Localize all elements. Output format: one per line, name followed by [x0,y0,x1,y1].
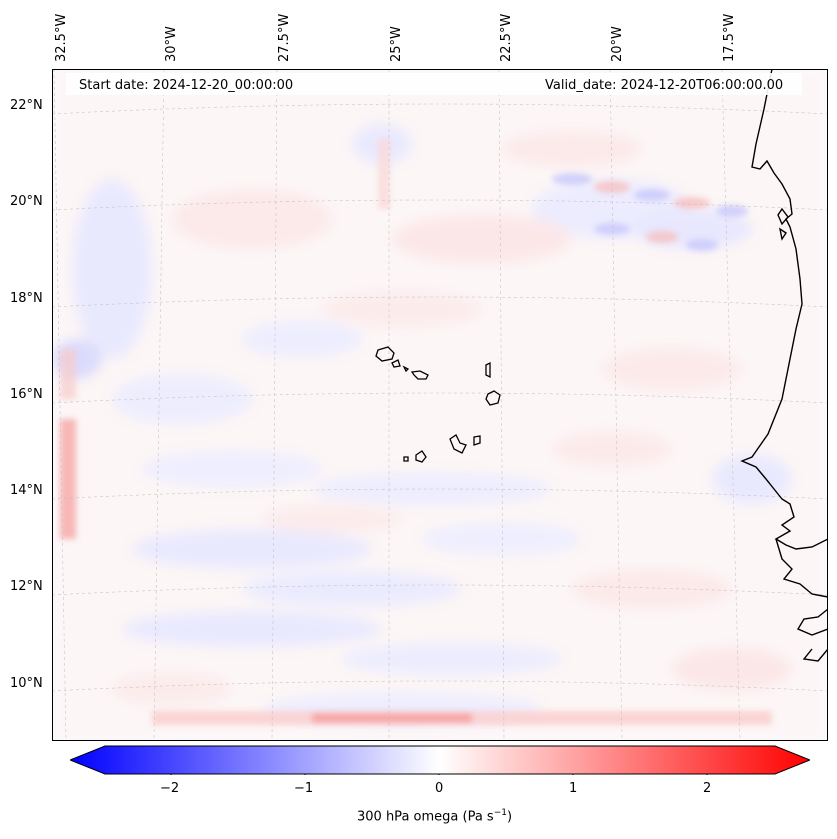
coastline [740,69,828,662]
lat-label: 14°N [10,483,43,498]
date-label-strip [66,73,802,95]
lat-label: 12°N [10,579,43,594]
lat-label: 16°N [10,387,43,402]
colorbar-bar [70,745,810,775]
cape-verde-islands [375,346,501,463]
colorbar-tick-label: 0 [435,781,444,796]
lon-label: 22.5°W [499,13,514,62]
colorbar-label-main: 300 hPa omega (Pa s [357,809,494,825]
edge-stripes [60,139,772,725]
wave-band [552,173,748,251]
lat-label: 18°N [10,291,43,306]
lon-label: 27.5°W [277,13,292,62]
colorbar-tick-label: 2 [703,781,712,796]
colorbar-tick-label: 1 [569,781,578,796]
gridlines [52,69,828,741]
lon-label: 30°W [164,26,179,62]
colorbar-label-sup: −1 [493,808,507,818]
colorbar-tick-label: −2 [160,781,180,796]
colorbar [70,745,810,775]
map-frame [52,69,828,741]
colorbar-label-tail: ) [506,809,513,825]
lat-label: 20°N [10,194,43,209]
lon-label: 32.5°W [54,13,69,62]
start-date-label: Start date: 2024-12-20_00:00:00 [79,78,294,93]
lat-label: 22°N [10,98,43,113]
lon-label: 20°W [610,26,625,62]
colorbar-label: 300 hPa omega (Pa s−1) [357,808,512,824]
omega-map [52,69,828,741]
lon-label: 17.5°W [722,13,737,62]
lon-label: 25°W [389,26,404,62]
colorbar-tick-marks [170,774,708,775]
lat-label: 10°N [10,676,43,691]
valid-date-label: Valid_date: 2024-12-20T06:00:00.00 [545,78,784,93]
colorbar-tick-label: −1 [294,781,314,796]
omega-field [52,69,828,741]
